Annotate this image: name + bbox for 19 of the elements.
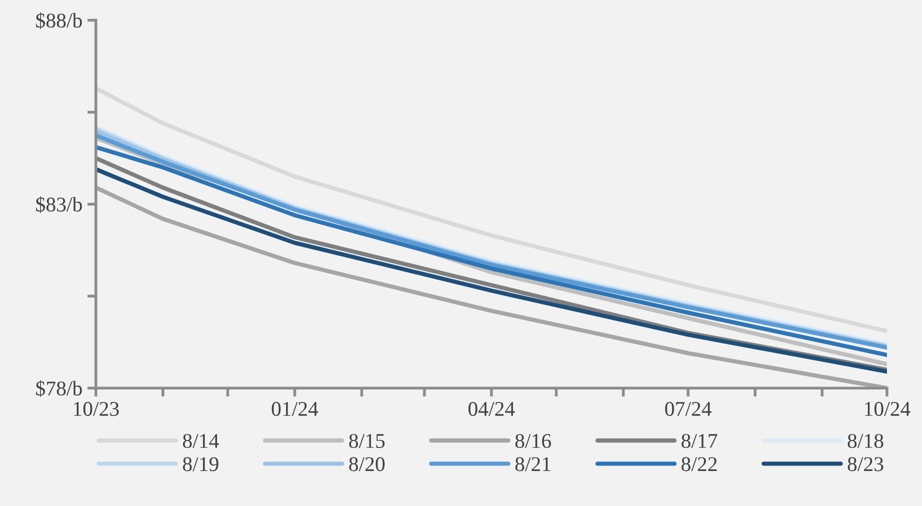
line-series	[96, 86, 887, 334]
legend-label: 8/17	[682, 434, 718, 448]
x-tick-label: 01/24	[272, 402, 318, 416]
legend-label: 8/18	[848, 434, 884, 448]
x-tick-label: 07/24	[665, 402, 712, 416]
legend-label: 8/19	[182, 457, 218, 472]
x-tick-label: 04/24	[468, 402, 515, 416]
legend-label: 8/22	[682, 457, 717, 472]
x-tick-label: 10/23	[74, 402, 119, 416]
legend-label: 8/21	[515, 457, 550, 472]
x-tick-label: 10/24	[865, 402, 910, 416]
legend-label: 8/14	[182, 434, 219, 448]
legend-label: 8/15	[349, 434, 385, 448]
legend-label: 8/23	[848, 457, 884, 472]
legend-label: 8/20	[349, 457, 385, 472]
y-tick-label: $88/b	[36, 12, 82, 30]
y-tick-label: $83/b	[36, 196, 82, 213]
legend-label: 8/16	[515, 434, 551, 448]
y-tick-label: $78/b	[36, 380, 82, 397]
